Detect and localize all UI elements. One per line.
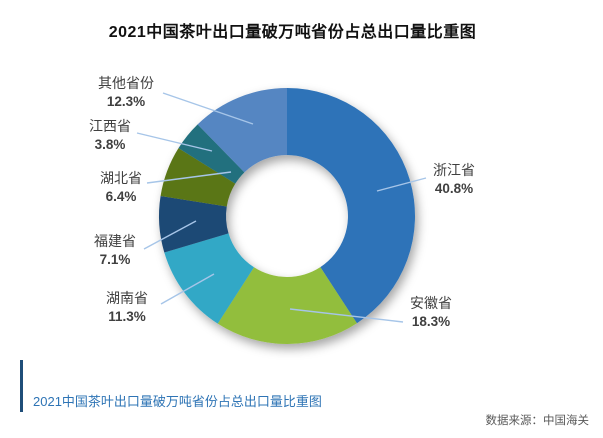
footer-accent-bar (20, 360, 23, 412)
leader-line-zhejiang (376, 177, 427, 192)
slice-label-percent: 40.8% (434, 181, 474, 196)
slice-anhui (217, 267, 357, 344)
slice-hunan (164, 233, 254, 324)
slice-label-name: 安徽省 (410, 295, 452, 311)
slice-label-others: 其他省份 12.3% (98, 75, 154, 110)
slice-label-name: 江西省 (89, 118, 131, 134)
slice-label-percent: 18.3% (411, 314, 451, 329)
leader-line-hubei (146, 171, 232, 184)
slice-label-name: 福建省 (94, 233, 136, 249)
slice-fujian (159, 195, 229, 253)
slice-label-zhejiang: 浙江省 40.8% (433, 162, 475, 197)
slice-label-hubei: 湖北省 6.4% (100, 170, 142, 205)
leader-line-jiangxi (136, 132, 213, 152)
chart-title: 2021中国茶叶出口量破万吨省份占总出口量比重图 (108, 24, 477, 41)
slice-hubei (160, 148, 236, 207)
leader-line-hunan (160, 273, 215, 305)
footer-caption: 2021中国茶叶出口量破万吨省份占总出口量比重图 (33, 394, 322, 409)
data-source: 数据来源：中国海关 (485, 415, 590, 427)
slice-zhejiang (287, 88, 415, 324)
slice-others (197, 88, 287, 173)
slice-label-percent: 6.4% (105, 189, 137, 204)
slice-label-name: 其他省份 (98, 75, 154, 91)
leader-line-fujian (143, 220, 197, 250)
slice-label-percent: 3.8% (94, 137, 126, 152)
slice-label-percent: 7.1% (99, 252, 131, 267)
slice-label-hunan: 湖南省 11.3% (106, 290, 148, 325)
slice-label-anhui: 安徽省 18.3% (410, 295, 452, 330)
footer-caption-wrap: 2021中国茶叶出口量破万吨省份占总出口量比重图 (20, 360, 322, 412)
slice-label-fujian: 福建省 7.1% (94, 233, 136, 268)
slice-label-name: 湖北省 (100, 170, 142, 186)
slice-label-percent: 11.3% (108, 309, 146, 324)
slice-label-percent: 12.3% (106, 94, 146, 109)
slice-label-jiangxi: 江西省 3.8% (89, 118, 131, 153)
slice-label-name: 浙江省 (433, 162, 475, 178)
slice-label-name: 湖南省 (106, 290, 148, 306)
leader-line-anhui (289, 308, 404, 323)
slice-jiangxi (178, 124, 245, 184)
leader-line-others (162, 92, 254, 125)
